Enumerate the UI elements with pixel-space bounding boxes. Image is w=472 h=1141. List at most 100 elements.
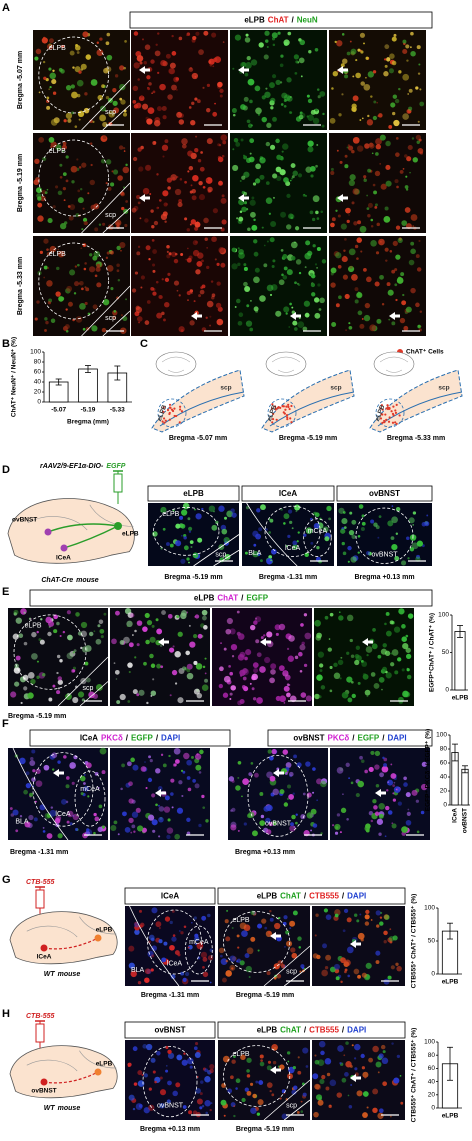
label: eLPB ChAT / CTB555/DAPI: [257, 1026, 367, 1035]
cell: [95, 684, 103, 691]
cell: [338, 611, 341, 614]
cell: [352, 95, 359, 102]
cell: [321, 124, 325, 128]
cell: [173, 747, 181, 755]
cell: [79, 280, 84, 286]
cell: [196, 260, 203, 267]
cell: [320, 832, 323, 835]
cell: [379, 921, 384, 926]
cell: [333, 251, 340, 257]
cell: [279, 156, 284, 161]
cell: [375, 950, 381, 956]
cell: [177, 697, 184, 704]
cell: [239, 698, 245, 705]
cell: [383, 215, 391, 223]
cell: [321, 1074, 326, 1080]
cell: [140, 275, 145, 280]
cell: [186, 668, 191, 673]
cell: [329, 117, 336, 124]
cell: [186, 663, 193, 670]
cell: [286, 193, 291, 198]
label: Bregma +0.13 mm: [140, 1126, 200, 1133]
cell: [291, 310, 296, 314]
cell: [287, 534, 291, 538]
cell: [232, 164, 239, 172]
cell: [42, 827, 45, 829]
cell: [200, 151, 203, 154]
cell: [298, 317, 301, 320]
cell: [202, 185, 206, 189]
cell: [136, 620, 143, 626]
micrograph: [329, 133, 426, 233]
cell: [190, 921, 193, 924]
cell: [241, 930, 248, 938]
cell: [249, 138, 255, 144]
cell-dot: [162, 410, 165, 413]
cell: [292, 792, 295, 795]
cell: [31, 631, 37, 638]
cell: [333, 672, 341, 680]
cell: [405, 175, 408, 178]
cell: [285, 312, 288, 315]
cell: [279, 695, 286, 703]
cell: [182, 977, 187, 982]
cell: [222, 41, 225, 43]
cell: [187, 946, 190, 949]
brain-detail: [26, 916, 117, 938]
cell: [305, 527, 313, 534]
cell: [320, 210, 324, 214]
arrow: [260, 638, 271, 646]
cell: [239, 669, 246, 676]
cell: [385, 164, 391, 170]
cell: [292, 1065, 296, 1070]
label: CTB-555: [26, 1013, 55, 1020]
brain-icon-detail: [161, 356, 191, 373]
cell: [314, 312, 321, 319]
cell: [275, 632, 279, 636]
cell: [147, 777, 153, 783]
cell: [410, 248, 416, 255]
cell: [41, 672, 46, 677]
cell: [229, 964, 236, 971]
region-outline: [142, 1046, 198, 1118]
cell: [112, 169, 119, 175]
cell: [360, 527, 365, 532]
cell: [255, 163, 261, 170]
cell: [365, 909, 370, 915]
region-outline: [81, 182, 131, 234]
cell: [194, 508, 196, 511]
cell: [257, 923, 263, 929]
cell: [366, 695, 369, 698]
cell: [282, 275, 288, 280]
cell: [393, 33, 397, 37]
brain-icon-detail: [271, 356, 301, 373]
region-outline: [38, 242, 110, 320]
cell: [394, 268, 398, 272]
cell: [142, 103, 149, 110]
cell: [391, 60, 397, 66]
cell: [298, 57, 305, 64]
cell: [85, 829, 93, 836]
cell: [352, 75, 355, 78]
cell: [111, 170, 114, 173]
micrograph: [329, 30, 426, 130]
cell: [125, 200, 128, 203]
cell: [132, 689, 138, 695]
cell: [282, 749, 289, 755]
cell: [12, 809, 19, 816]
cell: [378, 1108, 384, 1114]
cell: [350, 654, 355, 658]
cell: [365, 962, 372, 969]
cell: [162, 155, 165, 158]
error-bar: [85, 365, 91, 373]
cell: [377, 1071, 380, 1074]
cell: [279, 1097, 282, 1100]
cell: [348, 248, 356, 256]
cell: [378, 802, 385, 810]
text-part: ChAT-Cre: [41, 577, 73, 584]
cell: [383, 763, 388, 767]
cell: [56, 621, 60, 626]
cell: [338, 113, 342, 117]
cell: [356, 1090, 363, 1097]
text-part: PKCδ: [101, 734, 123, 743]
